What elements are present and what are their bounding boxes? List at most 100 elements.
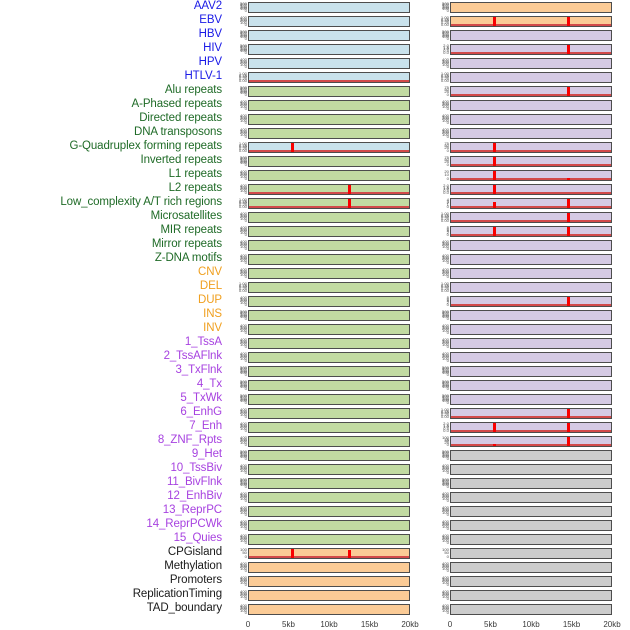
track-row [450,352,612,363]
track-row [450,310,612,321]
track-panel-a: 0 100 200 300 400 500 0 100 200 300 400 0 100 200 300 4… [226,0,422,629]
y-tick-label: 100 [442,272,449,277]
track-row [248,100,410,111]
track-bar [291,142,294,152]
y-tick-label: 100 [240,510,247,515]
y-tick-label: 0.25 [238,202,247,207]
y-tick-label: 0 [244,609,247,615]
track-row [248,506,410,517]
y-tick-label: 100 [240,454,247,460]
track-row [248,590,410,601]
y-tick-label: 50 [444,87,449,93]
y-tick-label: 0 [446,119,449,125]
y-tick-label: 100 [442,6,449,12]
y-tick-group: 0 100 200 300 400 [428,575,449,587]
y-tick-label: 200 [240,256,247,262]
y-tick-label: 100 [240,188,247,193]
y-tick-label: 100 [240,538,247,543]
y-tick-group: 0 100 200 300 400 [226,99,247,111]
y-tick-label: 0.00 [440,21,449,27]
y-tick-label: 400 [442,380,449,386]
y-tick-label: 400 [240,113,247,118]
y-tick-label: 0.75 [440,408,449,414]
y-tick-label: 200 [240,453,247,458]
y-tick-label: 400 [240,450,247,456]
x-axis-b: 0 5kb 10kb 15kb 20kb [448,619,621,630]
track-row [248,520,410,531]
y-tick-label: 1.00 [238,141,247,146]
y-tick-label: 0.50 [238,200,247,206]
track-label: Microsatellites [150,210,222,223]
y-tick-label: 400 [442,505,449,510]
y-tick-label: 10 [444,172,449,178]
track-row [450,30,612,41]
track-row [450,562,612,573]
y-tick-label: 300 [240,506,247,512]
y-tick-group: 0 100 200 300 400 [226,351,247,363]
track-label: 9_Het [191,448,222,461]
y-tick-label: 0.50 [440,410,449,416]
y-tick-label: 100 [442,132,449,137]
y-tick-label: 200 [240,481,247,486]
y-tick-label: 100 [442,104,449,109]
y-tick-label: 200 [240,18,247,24]
track-label: L1 repeats [168,168,222,181]
track-bar [567,226,570,236]
y-tick-label: 300 [240,576,247,582]
track-bar [493,156,496,166]
y-tick-label: 100 [240,524,247,529]
y-tick-label: 300 [442,534,449,540]
track-label: 5_TxWk [180,392,222,405]
y-tick-label: 0 [446,147,449,153]
y-tick-label: 200 [442,369,449,374]
y-tick-group: 0 10 20 [428,169,449,181]
track-row [248,30,410,41]
y-tick-label: 100 [442,580,449,585]
y-tick-label: 400 [442,99,449,104]
track-row [248,170,410,181]
y-tick-label: 200 [442,453,449,458]
y-tick-label: 300 [442,464,449,470]
track-row [248,72,410,83]
y-tick-label: 400 [240,561,247,566]
y-tick-label: 0 [244,455,247,461]
y-tick-label: 200 [240,270,247,276]
y-tick-label: 200 [442,340,449,346]
y-tick-label: 200 [240,130,247,136]
y-tick-label: 0 [244,245,247,251]
y-tick-group: 0 100 200 300 400 [428,57,449,69]
track-row [450,534,612,545]
track-row [248,450,410,461]
track-label: 4_Tx [196,378,222,391]
y-tick-label: 200 [442,5,449,10]
y-tick-label: 4 [446,298,449,304]
y-tick-label: 300 [442,479,449,485]
track-row [248,184,410,195]
y-tick-label: 0 [446,441,449,447]
y-tick-label: 100 [442,538,449,543]
y-tick-label: 200 [240,606,247,612]
y-tick-label: 100 [240,272,247,277]
y-tick-label: 200 [442,481,449,486]
y-tick-label: 0 [446,497,449,503]
y-tick-group: 0 100 200 300 400 [428,463,449,475]
y-tick-label: 100 [240,62,247,67]
y-tick-label: 0.75 [440,282,449,288]
y-tick-label: 100 [442,608,449,613]
y-tick-label: 300 [240,226,247,232]
y-tick-group: 0.00 0.25 0.50 0.75 1.00 [226,141,247,153]
y-tick-label: 400 [442,533,449,538]
track-bar [567,177,571,180]
y-tick-label: 0 [446,539,449,545]
track-label: L2 repeats [168,182,222,195]
y-tick-label: 400 [442,57,449,62]
track-label: Mirror repeats [151,238,222,251]
y-tick-label: 0 [244,49,247,55]
y-tick-group: 0 100 200 300 400 [226,421,247,433]
y-tick-label: 3 [446,198,449,204]
track-row [248,156,410,167]
y-tick-label: 0 [446,105,449,111]
y-tick-label: 200 [240,172,247,178]
